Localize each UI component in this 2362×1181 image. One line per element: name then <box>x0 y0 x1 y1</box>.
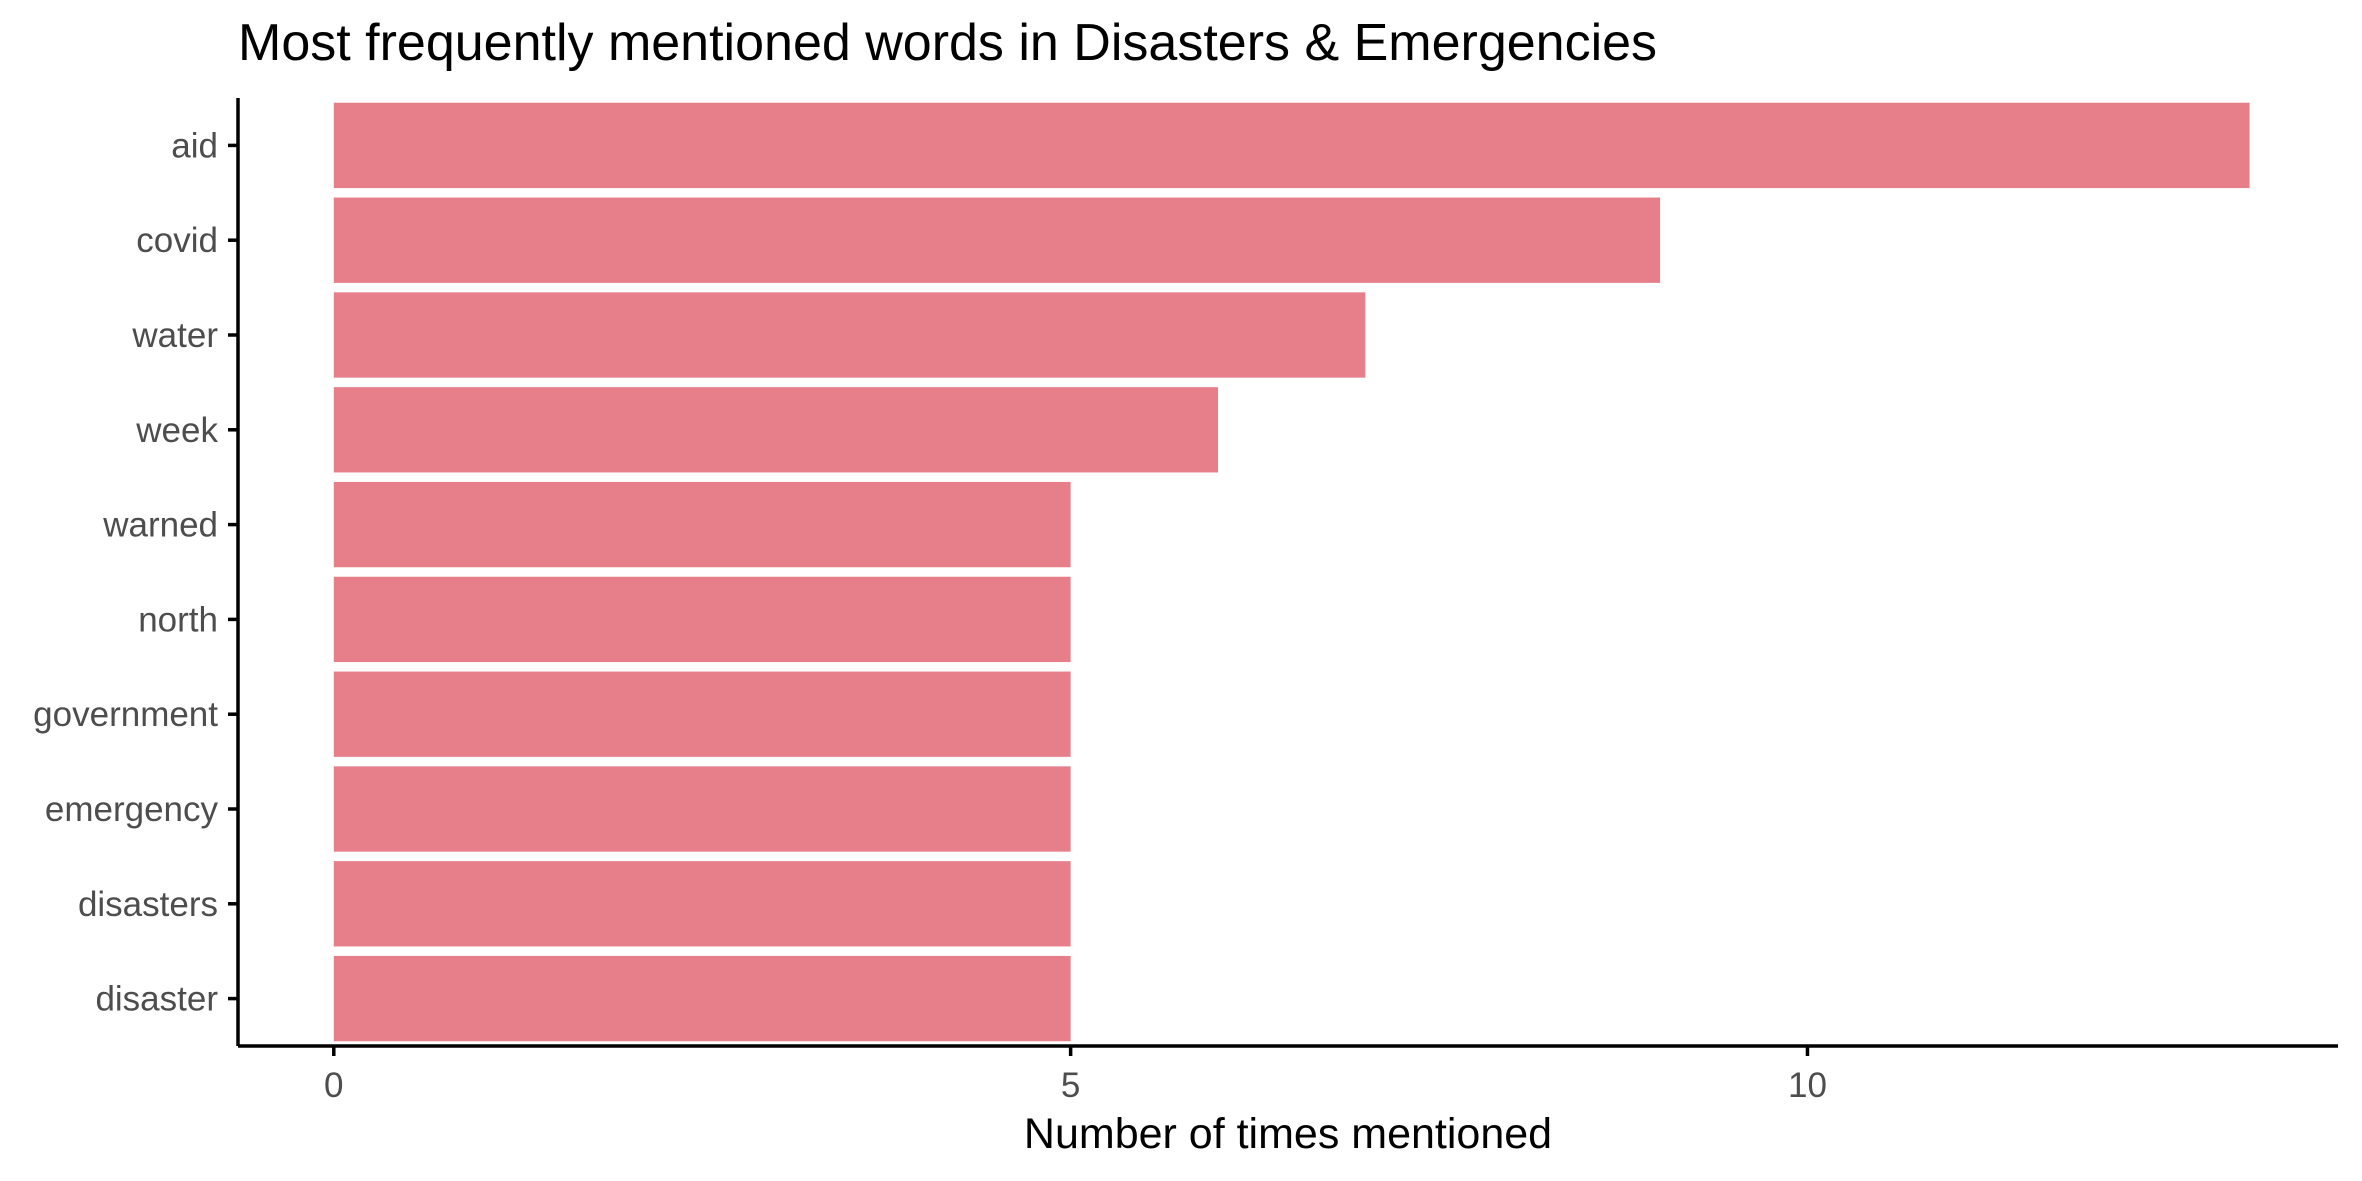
y-tick-label-aid: aid <box>171 126 218 165</box>
bar-week <box>333 387 1219 473</box>
chart-title: Most frequently mentioned words in Disas… <box>238 14 1657 72</box>
x-axis-title: Number of times mentioned <box>1024 1110 1552 1158</box>
y-tick-label-government: government <box>33 695 218 734</box>
y-tick-label-water: water <box>131 316 218 355</box>
bar-water <box>333 292 1366 378</box>
bars-layer <box>333 102 2250 1042</box>
y-tick-label-week: week <box>135 411 218 450</box>
x-tick-label-0: 0 <box>324 1066 343 1105</box>
bar-government <box>333 671 1071 757</box>
y-tick-label-warned: warned <box>102 506 218 545</box>
x-tick-label-5: 5 <box>1061 1066 1080 1105</box>
bar-aid <box>333 102 2250 189</box>
bar-emergency <box>333 766 1071 852</box>
bar-disaster <box>333 955 1071 1042</box>
labels-layer: aid covid water week warned north government em… <box>33 126 1827 1105</box>
bar-north <box>333 576 1071 663</box>
y-tick-label-north: north <box>138 600 218 639</box>
bar-covid <box>333 197 1661 283</box>
bar-warned <box>333 481 1071 568</box>
y-tick-label-disaster: disaster <box>95 980 218 1019</box>
y-tick-label-covid: covid <box>136 221 218 260</box>
bar-disasters <box>333 861 1071 947</box>
x-tick-label-10: 10 <box>1788 1066 1827 1105</box>
y-tick-label-emergency: emergency <box>45 790 219 829</box>
axes-layer <box>228 98 2338 1056</box>
y-tick-label-disasters: disasters <box>78 885 218 924</box>
